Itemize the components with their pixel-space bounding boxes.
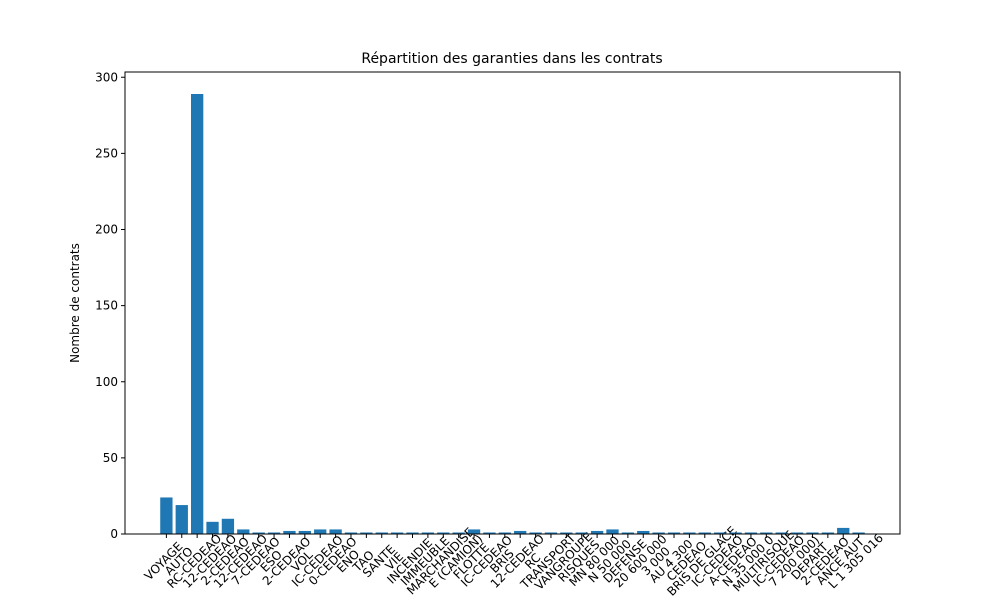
plot-frame [124, 71, 901, 535]
bar [314, 529, 327, 534]
bar [729, 532, 742, 534]
bar [190, 94, 204, 534]
bar [714, 532, 727, 534]
bar [452, 532, 465, 534]
bar [375, 532, 388, 534]
bar [252, 532, 265, 534]
bar [652, 532, 665, 534]
y-tick-label: 150 [95, 299, 118, 313]
bar [775, 532, 788, 534]
bar [560, 532, 573, 534]
bar [483, 532, 496, 534]
bar [744, 532, 758, 534]
bar [267, 532, 281, 534]
bar [852, 532, 865, 534]
bar [298, 530, 311, 534]
bar [698, 532, 711, 534]
y-tick-label: 0 [110, 527, 118, 541]
bar [667, 532, 681, 534]
bar [175, 505, 188, 534]
bar [575, 532, 588, 534]
bar [467, 529, 481, 534]
y-tick-label: 100 [95, 375, 118, 389]
bar [390, 532, 404, 534]
bar [437, 532, 450, 534]
bar [821, 532, 835, 534]
bar [637, 530, 650, 534]
bar [529, 532, 542, 534]
bar [406, 532, 419, 534]
y-tick-label: 50 [103, 451, 118, 465]
bar [790, 532, 804, 534]
bar [160, 497, 173, 534]
bar [514, 530, 527, 534]
bar [206, 521, 219, 534]
chart-title: Répartition des garanties dans les contr… [361, 51, 662, 67]
bar [421, 532, 435, 534]
bar [237, 529, 250, 534]
bar [544, 532, 558, 534]
bar [221, 518, 235, 534]
bar [344, 532, 358, 534]
y-tick-label: 200 [95, 223, 118, 237]
y-axis-label: Nombre de contrats [68, 243, 82, 363]
bar [683, 532, 696, 534]
bar [606, 529, 619, 534]
bar [760, 532, 773, 534]
y-tick-label: 300 [95, 70, 118, 84]
bar [283, 530, 296, 534]
bar [498, 532, 511, 534]
bar [590, 530, 604, 534]
bar [329, 529, 342, 534]
bar [621, 532, 635, 534]
y-tick-label: 250 [95, 146, 118, 160]
bar [837, 527, 850, 534]
bar [360, 532, 373, 534]
bar [806, 532, 819, 534]
